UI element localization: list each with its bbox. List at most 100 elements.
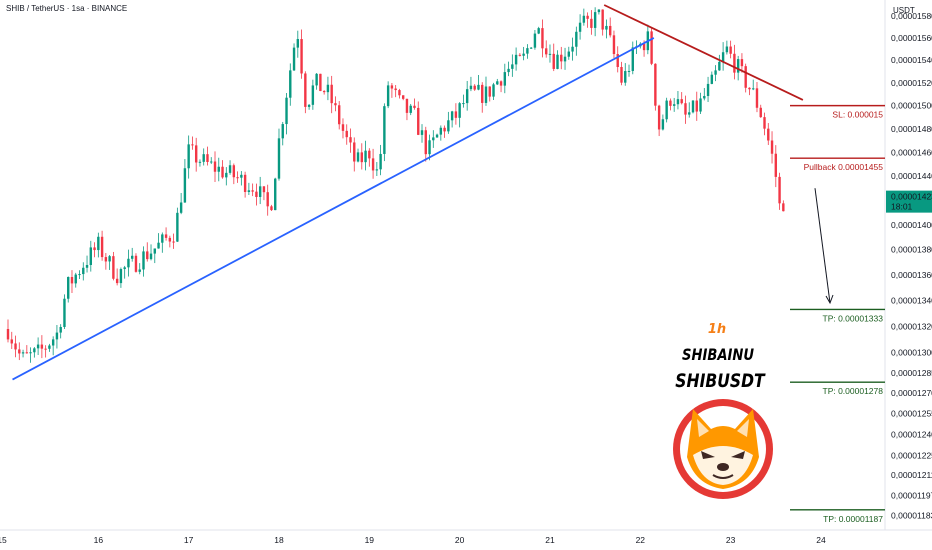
bullish-candle: [575, 26, 578, 56]
time-axis[interactable]: 15 16 17 18 19 20 21 22 23 24: [0, 535, 826, 545]
shiba-left-ear: [697, 419, 709, 437]
price-levels[interactable]: SL: 0.000015 Pullback 0.00001455 TP: 0.000…: [790, 104, 885, 524]
bearish-candle: [413, 98, 416, 110]
candle-body: [665, 100, 668, 120]
target-arrow-head: [825, 294, 834, 305]
bullish-candle: [714, 65, 717, 82]
bullish-candle: [292, 43, 296, 72]
candle-body: [729, 46, 732, 54]
bearish-candle: [654, 63, 657, 111]
bearish-candle: [488, 86, 491, 102]
price-level-label: TP: 0.00001278: [823, 386, 884, 396]
price-tick-label: 0,00001580: [891, 11, 932, 21]
bearish-candle: [657, 104, 661, 137]
bullish-candle: [85, 255, 89, 273]
bearish-candle: [371, 148, 375, 179]
candle-body: [548, 53, 552, 55]
shiba-right-ear: [737, 419, 749, 437]
candle-body: [529, 47, 533, 49]
price-level-4[interactable]: TP: 0.00001278: [790, 381, 885, 396]
time-tick-label: 21: [545, 535, 555, 545]
bullish-candle: [420, 124, 424, 143]
candle-body: [149, 253, 153, 260]
price-level-3[interactable]: TP: 0.00001333: [790, 308, 885, 323]
bearish-candle: [620, 61, 623, 86]
candle-body: [514, 54, 518, 65]
bullish-candle: [582, 8, 586, 26]
candle-body: [417, 107, 420, 135]
candle-body: [25, 352, 29, 354]
bearish-candle: [398, 88, 401, 99]
bullish-candle: [567, 46, 570, 60]
bearish-candle: [194, 137, 198, 172]
candle-body: [575, 31, 578, 47]
candle-body: [67, 277, 70, 299]
bearish-candle: [112, 251, 115, 281]
bearish-candle: [360, 143, 363, 170]
bullish-candle: [82, 262, 85, 281]
candle-body: [300, 39, 303, 74]
price-level-2[interactable]: Pullback 0.00001455: [790, 157, 885, 172]
candle-body: [217, 166, 220, 172]
candle-body: [627, 70, 631, 72]
bullish-candle: [563, 47, 567, 70]
time-tick-label: 15: [0, 535, 7, 545]
price-level-1[interactable]: SL: 0.000015: [790, 104, 885, 120]
candle-body: [258, 186, 262, 197]
candle-body: [676, 99, 680, 105]
bullish-candle: [326, 76, 330, 101]
candle-body: [605, 25, 608, 30]
bearish-candle: [417, 101, 420, 136]
candle-body: [413, 105, 416, 108]
symbol-title[interactable]: SHIB / TetherUS · 1sa · BINANCE: [6, 4, 128, 13]
bearish-candle: [552, 43, 555, 72]
candle-body: [752, 88, 755, 90]
trend-lines[interactable]: [12, 4, 834, 381]
bearish-candle: [729, 40, 732, 59]
price-axis[interactable]: 0,00001580 0,00001560 0,00001540 0,00001520…: [886, 11, 932, 521]
bullish-candle: [281, 121, 284, 146]
candle-body: [582, 15, 586, 23]
current-price-tag[interactable]: [886, 190, 932, 213]
candle-body: [36, 344, 40, 349]
price-level-5[interactable]: TP: 0.00001187: [790, 509, 885, 524]
candle-body: [593, 12, 597, 28]
resistance-trend-line[interactable]: [603, 4, 804, 101]
candle-body: [14, 343, 17, 350]
bullish-candle: [142, 246, 145, 277]
bullish-candle: [578, 14, 582, 40]
candle-body: [657, 105, 661, 130]
candle-body: [255, 191, 258, 197]
bullish-candle: [627, 64, 631, 77]
bullish-candle: [51, 336, 55, 356]
candle-body: [488, 86, 491, 97]
price-tick-label: 0,00001183: [891, 511, 932, 521]
candle-body: [379, 153, 382, 170]
candle-body: [315, 73, 318, 86]
shiba-nose: [717, 463, 729, 471]
candle-body: [153, 248, 156, 254]
candle-body: [477, 84, 480, 90]
candle-body: [364, 150, 367, 163]
price-tick-label: 0,00001270: [891, 388, 932, 398]
bearish-candle: [134, 253, 138, 273]
price-tick-label: 0,00001480: [891, 124, 932, 134]
bearish-candle: [518, 53, 522, 57]
bullish-candle: [548, 44, 552, 63]
candle-body: [10, 339, 13, 344]
candle-body: [59, 326, 62, 333]
candle-body: [368, 150, 371, 159]
bullish-candle: [676, 91, 680, 110]
bearish-candle: [695, 91, 698, 121]
support-trend-line[interactable]: [12, 37, 655, 381]
candle-body: [322, 91, 326, 93]
candle-body: [334, 103, 337, 106]
bullish-candle: [119, 267, 123, 288]
bearish-candle: [322, 90, 326, 95]
bullish-candle: [157, 233, 160, 249]
candle-body: [522, 53, 525, 56]
bullish-candle: [469, 76, 473, 92]
price-tick-label: 0,00001380: [891, 245, 932, 255]
candle-body: [74, 274, 77, 284]
